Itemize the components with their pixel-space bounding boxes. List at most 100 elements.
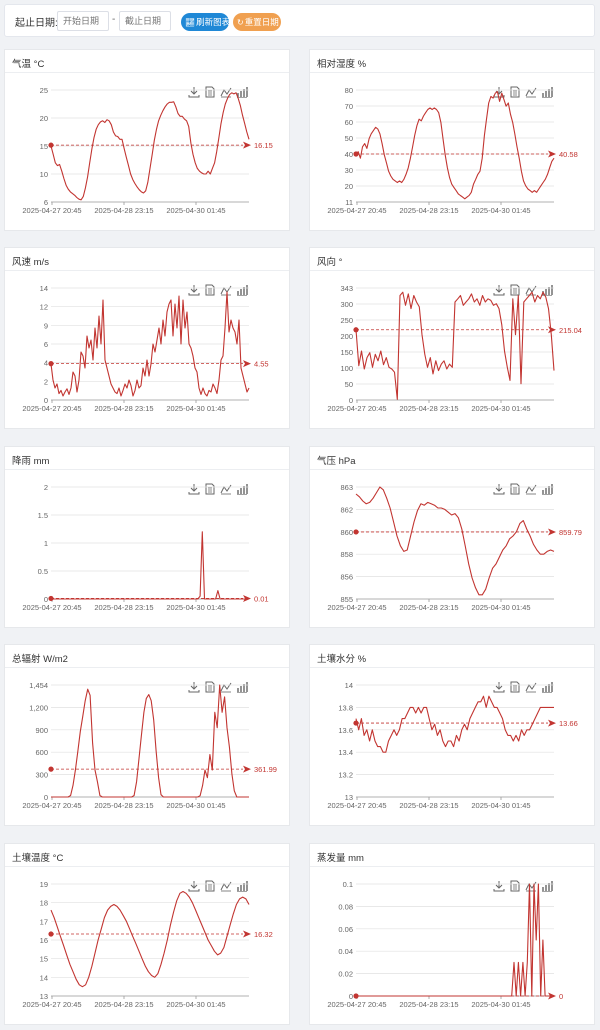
download-icon[interactable] — [493, 880, 505, 892]
start-date-input[interactable] — [57, 11, 109, 31]
y-tick-label: 0 — [349, 396, 353, 405]
bar-switch-icon[interactable] — [236, 681, 248, 693]
bar-switch-icon[interactable] — [236, 880, 248, 892]
mark-line-arrow — [548, 992, 556, 1000]
y-tick-label: 6 — [44, 198, 48, 207]
y-tick-label: 20 — [345, 182, 353, 191]
data-view-icon[interactable] — [204, 681, 216, 693]
data-view-icon[interactable] — [509, 681, 521, 693]
bar-switch-icon[interactable] — [541, 681, 553, 693]
download-icon[interactable] — [188, 880, 200, 892]
line-switch-icon[interactable] — [220, 284, 232, 296]
y-tick-label: 10 — [40, 170, 48, 179]
y-tick-label: 80 — [345, 86, 353, 95]
x-tick-label: 2025-04-30 01:45 — [471, 206, 530, 215]
data-view-icon[interactable] — [204, 284, 216, 296]
download-icon[interactable] — [188, 284, 200, 296]
series-line — [355, 291, 555, 400]
download-icon[interactable] — [188, 483, 200, 495]
bar-switch-icon[interactable] — [541, 880, 553, 892]
mark-line-arrow — [243, 930, 251, 938]
line-switch-icon[interactable] — [525, 284, 537, 296]
download-icon[interactable] — [493, 284, 505, 296]
date-separator: - — [112, 14, 116, 25]
evaporation-chart-card: 蒸发量 mm 0.1 0.08 0.06 0.04 0.02 0 2025-04-27 20:… — [309, 843, 595, 1025]
x-tick-label: 2025-04-27 20:45 — [22, 603, 81, 612]
line-switch-icon[interactable] — [525, 483, 537, 495]
download-icon[interactable] — [493, 681, 505, 693]
x-tick-label: 2025-04-30 01:45 — [471, 603, 530, 612]
rainfall-chart-card: 降雨 mm 2 1.5 1 0.5 0 2025-04-27 20:45 2025-04-28… — [4, 446, 290, 628]
mark-line-start-dot — [353, 720, 359, 726]
x-tick-label: 2025-04-30 01:45 — [166, 801, 225, 810]
bar-switch-icon[interactable] — [236, 86, 248, 98]
x-tick-label: 2025-04-28 23:15 — [399, 206, 458, 215]
x-tick-label: 2025-04-30 01:45 — [471, 1000, 530, 1009]
series-line — [51, 531, 249, 600]
bar-switch-icon[interactable] — [236, 284, 248, 296]
title-divider — [310, 72, 594, 73]
title-divider — [310, 270, 594, 271]
y-tick-label: 17 — [40, 917, 48, 926]
line-switch-icon[interactable] — [525, 86, 537, 98]
x-tick-label: 2025-04-27 20:45 — [327, 801, 386, 810]
soil-temperature-chart-card: 土壤温度 °C 19 18 17 16 15 14 13 2025-04-27 20:45 202… — [4, 843, 290, 1025]
bar-switch-icon[interactable] — [236, 483, 248, 495]
series-line — [355, 695, 554, 753]
mark-line-label: 0.01 — [254, 594, 269, 603]
mark-line-label: 40.58 — [559, 150, 578, 159]
y-tick-label: 0.04 — [338, 947, 353, 956]
y-tick-label: 16 — [40, 936, 48, 945]
title-divider — [5, 270, 289, 271]
y-tick-label: 60 — [345, 118, 353, 127]
y-tick-label: 13 — [40, 992, 48, 1001]
y-tick-label: 1.5 — [38, 511, 48, 520]
x-tick-label: 2025-04-27 20:45 — [327, 206, 386, 215]
line-switch-icon[interactable] — [525, 681, 537, 693]
y-tick-label: 0.5 — [38, 567, 48, 576]
y-tick-label: 150 — [340, 348, 353, 357]
line-switch-icon[interactable] — [220, 681, 232, 693]
bar-switch-icon[interactable] — [541, 483, 553, 495]
x-tick-label: 2025-04-28 23:15 — [94, 206, 153, 215]
data-view-icon[interactable] — [509, 880, 521, 892]
y-tick-label: 2 — [44, 377, 48, 386]
bar-switch-icon[interactable] — [541, 86, 553, 98]
data-view-icon[interactable] — [204, 86, 216, 98]
data-view-icon[interactable] — [204, 483, 216, 495]
series-line — [356, 883, 554, 997]
download-icon[interactable] — [493, 483, 505, 495]
y-tick-label: 863 — [340, 483, 353, 492]
y-tick-label: 13.2 — [338, 771, 353, 780]
download-icon[interactable] — [188, 681, 200, 693]
x-tick-label: 2025-04-28 23:15 — [94, 801, 153, 810]
series-line — [50, 291, 250, 397]
line-switch-icon[interactable] — [220, 86, 232, 98]
y-tick-label: 862 — [340, 505, 353, 514]
download-icon[interactable] — [188, 86, 200, 98]
mark-line-label: 361.99 — [254, 765, 277, 774]
y-tick-label: 13.8 — [338, 703, 353, 712]
chart-icon: 📈︎ — [185, 18, 196, 27]
refresh-chart-button[interactable]: 📈︎刷新图表 — [181, 13, 230, 31]
data-view-icon[interactable] — [509, 483, 521, 495]
data-view-icon[interactable] — [509, 284, 521, 296]
end-date-input[interactable] — [119, 11, 171, 31]
y-tick-label: 40 — [345, 150, 353, 159]
chart-title: 降雨 mm — [12, 456, 50, 467]
air-temperature-chart-card: 气温 °C 25 20 15 10 6 2025-04-27 20:45 2025-04-28… — [4, 49, 290, 231]
y-tick-label: 70 — [345, 102, 353, 111]
title-divider — [310, 469, 594, 470]
y-tick-label: 200 — [340, 332, 353, 341]
mark-line-start-dot — [48, 766, 54, 772]
title-divider — [5, 72, 289, 73]
line-switch-icon[interactable] — [220, 880, 232, 892]
x-tick-label: 2025-04-27 20:45 — [327, 404, 386, 413]
line-switch-icon[interactable] — [220, 483, 232, 495]
reset-date-button[interactable]: ↻重置日期 — [233, 13, 281, 31]
relative-humidity-chart-card: 相对湿度 % 80 70 60 50 40 30 20 11 2025-04-27 20:45 20… — [309, 49, 595, 231]
data-view-icon[interactable] — [509, 86, 521, 98]
data-view-icon[interactable] — [204, 880, 216, 892]
